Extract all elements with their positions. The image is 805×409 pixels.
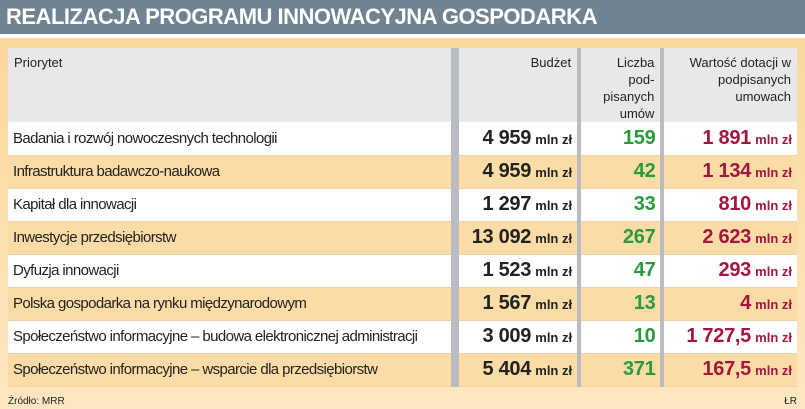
count-cell: 371 <box>577 353 663 387</box>
grant-value: 1 134 <box>702 160 751 182</box>
table-row: Polska gospodarka na rynku międzynarodow… <box>8 287 797 321</box>
unit-label: mln zł <box>755 231 792 246</box>
budget-cell: 3 009 mln zł <box>450 320 580 354</box>
unit-label: mln zł <box>535 363 573 378</box>
header-row: Priorytet Budżet Liczba pod-pisanych umó… <box>8 48 797 122</box>
header-value: Wartość dotacji w podpisanych umowach <box>660 48 797 122</box>
priority-cell: Badania i rozwój nowoczesnych technologi… <box>8 122 455 156</box>
value-cell: 167,5 mln zł <box>660 353 797 387</box>
unit-label: mln zł <box>755 131 792 147</box>
unit-label: mln zł <box>755 297 792 312</box>
budget-value: 1 297 <box>482 193 532 215</box>
unit-label: mln zł <box>535 264 573 279</box>
count-cell: 33 <box>577 188 663 222</box>
priority-cell: Polska gospodarka na rynku międzynarodow… <box>8 287 455 321</box>
value-cell: 1 891 mln zł <box>660 122 797 156</box>
count-cell: 13 <box>577 287 663 321</box>
budget-value: 1 523 <box>482 259 532 281</box>
table-panel: Priorytet Budżet Liczba pod-pisanych umó… <box>0 38 805 409</box>
unit-label: mln zł <box>755 264 792 279</box>
unit-label: mln zł <box>535 297 573 312</box>
header-value-text: Wartość dotacji w podpisanych umowach <box>689 55 791 104</box>
grant-value: 2 623 <box>702 226 751 248</box>
budget-cell: 1 567 mln zł <box>450 287 580 321</box>
table-row: Kapitał dla innowacji 1 297 mln zł 33 81… <box>8 188 797 222</box>
unit-label: mln zł <box>535 198 573 213</box>
header-count-text: Liczba pod-pisanych umów <box>603 55 655 121</box>
table-row: Infrastruktura badawczo-naukowa 4 959 ml… <box>8 155 797 189</box>
budget-cell: 13 092 mln zł <box>450 221 580 255</box>
budget-value: 1 567 <box>482 292 532 314</box>
priority-cell: Społeczeństwo informacyjne – budowa elek… <box>8 320 455 354</box>
grant-value: 1 727,5 <box>686 325 751 347</box>
budget-cell: 4 959 mln zł <box>450 155 580 189</box>
data-table: Priorytet Budżet Liczba pod-pisanych umó… <box>8 48 797 387</box>
priority-cell: Inwestycje przedsiębiorstw <box>8 221 455 255</box>
budget-value: 13 092 <box>471 226 532 248</box>
unit-label: mln zł <box>755 198 792 213</box>
unit-label: mln zł <box>535 330 573 345</box>
source-note: Źródło: MRR <box>8 396 65 407</box>
header-budget: Budżet <box>450 48 580 122</box>
credit-note: ŁR <box>784 396 797 407</box>
unit-label: mln zł <box>535 231 573 246</box>
table-row: Inwestycje przedsiębiorstw 13 092 mln zł… <box>8 221 797 255</box>
grant-value: 167,5 <box>702 358 751 380</box>
unit-label: mln zł <box>535 165 573 180</box>
count-cell: 47 <box>577 254 663 288</box>
grant-value: 810 <box>718 193 752 215</box>
page-title: REALIZACJA PROGRAMU INNOWACYJNA GOSPODAR… <box>0 0 805 34</box>
budget-value: 5 404 <box>482 358 532 380</box>
count-cell: 267 <box>577 221 663 255</box>
unit-label: mln zł <box>755 165 792 180</box>
budget-cell: 1 297 mln zł <box>450 188 580 222</box>
priority-cell: Dyfuzja innowacji <box>8 254 455 288</box>
budget-cell: 5 404 mln zł <box>450 353 580 387</box>
value-cell: 4 mln zł <box>660 287 797 321</box>
grant-value: 293 <box>718 259 752 281</box>
budget-cell: 1 523 mln zł <box>450 254 580 288</box>
budget-cell: 4 959 mln zł <box>450 122 580 156</box>
value-cell: 810 mln zł <box>660 188 797 222</box>
unit-label: mln zł <box>755 363 792 378</box>
grant-value: 4 <box>740 292 751 314</box>
budget-value: 4 959 <box>482 160 532 182</box>
value-cell: 1 727,5 mln zł <box>660 320 797 354</box>
grant-value: 1 891 <box>702 126 751 149</box>
priority-cell: Kapitał dla innowacji <box>8 188 455 222</box>
count-cell: 42 <box>577 155 663 189</box>
value-cell: 293 mln zł <box>660 254 797 288</box>
header-priority: Priorytet <box>8 48 455 122</box>
unit-label: mln zł <box>535 131 573 147</box>
priority-cell: Infrastruktura badawczo-naukowa <box>8 155 455 189</box>
header-count: Liczba pod-pisanych umów <box>577 48 663 122</box>
unit-label: mln zł <box>755 330 792 345</box>
table-row: Społeczeństwo informacyjne – wsparcie dl… <box>8 353 797 387</box>
priority-cell: Społeczeństwo informacyjne – wsparcie dl… <box>8 353 455 387</box>
count-cell: 159 <box>577 122 663 156</box>
budget-value: 4 959 <box>482 126 532 149</box>
value-cell: 1 134 mln zł <box>660 155 797 189</box>
count-cell: 10 <box>577 320 663 354</box>
table-row: Dyfuzja innowacji 1 523 mln zł 47 293 ml… <box>8 254 797 288</box>
budget-value: 3 009 <box>482 325 532 347</box>
table-row: Społeczeństwo informacyjne – budowa elek… <box>8 320 797 354</box>
table-row: Badania i rozwój nowoczesnych technologi… <box>8 122 797 156</box>
value-cell: 2 623 mln zł <box>660 221 797 255</box>
